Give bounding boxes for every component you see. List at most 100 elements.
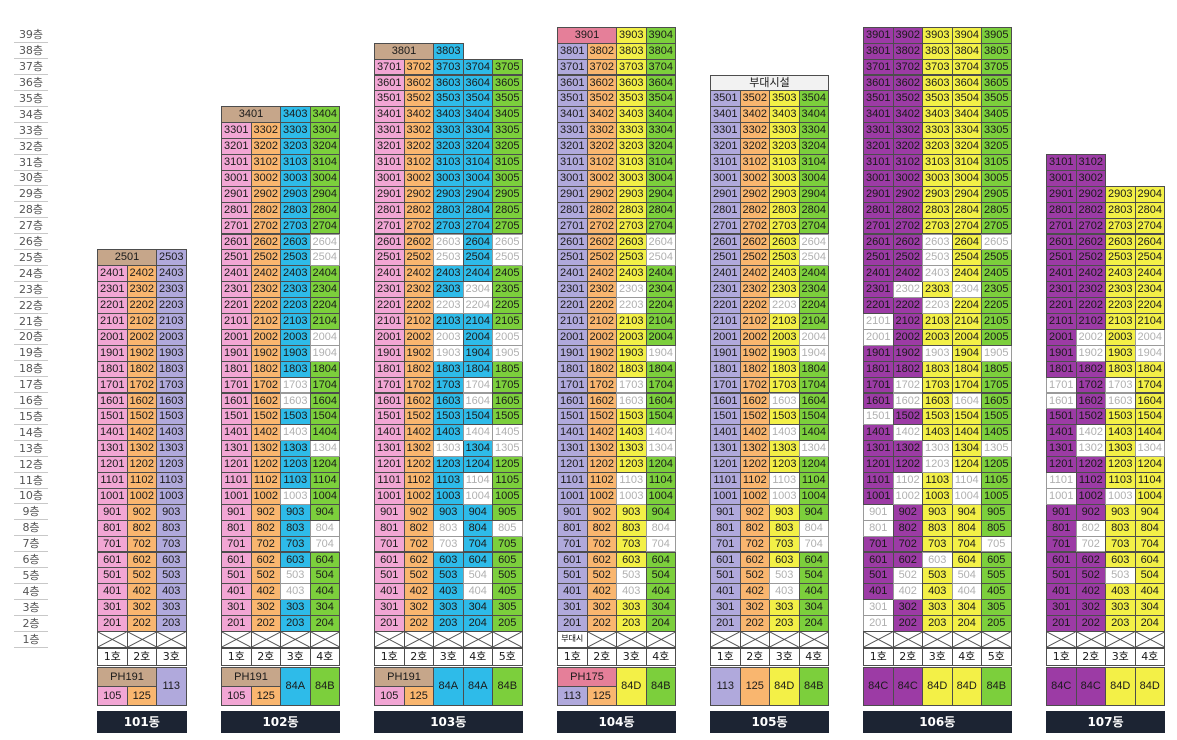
unit-cell[interactable]: 3104	[951, 154, 982, 171]
unit-cell[interactable]: 2104	[798, 313, 829, 330]
unit-cell[interactable]: 2904	[462, 185, 493, 203]
unit-cell[interactable]: 3105	[981, 154, 1012, 171]
unit-cell-unavailable[interactable]: 2304	[951, 281, 982, 299]
unit-cell[interactable]: 1201	[710, 456, 741, 473]
unit-cell[interactable]: 905	[981, 503, 1012, 521]
unit-cell[interactable]: 1901	[1046, 344, 1077, 362]
unit-cell[interactable]: 3003	[769, 169, 800, 187]
unit-cell[interactable]: 2102	[892, 313, 923, 330]
unit-cell-unavailable[interactable]: 1402	[1075, 424, 1106, 442]
unit-cell[interactable]: 3201	[557, 138, 588, 155]
unit-cell-unavailable[interactable]: 804	[309, 519, 340, 537]
unit-cell[interactable]: 303	[433, 599, 464, 617]
unit-cell[interactable]: 2403	[433, 265, 464, 283]
unit-cell[interactable]: 2902	[250, 185, 281, 203]
unit-cell[interactable]: 3004	[462, 169, 493, 187]
unit-cell[interactable]: 2204	[645, 297, 676, 314]
unit-cell[interactable]: 2201	[863, 297, 894, 314]
unit-cell-unavailable[interactable]: 1904	[798, 344, 829, 362]
unit-cell[interactable]: 802	[892, 519, 923, 537]
unit-cell[interactable]: 1102	[403, 472, 434, 489]
unit-cell[interactable]: 3301	[221, 122, 252, 140]
unit-cell[interactable]: 2701	[710, 217, 741, 235]
unit-cell[interactable]: 303	[616, 599, 647, 617]
unit-cell[interactable]: 2801	[221, 201, 252, 219]
unit-cell[interactable]: 1001	[863, 487, 894, 505]
unit-cell[interactable]: 2305	[981, 281, 1012, 299]
unit-cell[interactable]: 2702	[586, 217, 617, 235]
unit-cell[interactable]: 2002	[126, 328, 157, 346]
unit-cell[interactable]: 2904	[1134, 185, 1165, 203]
unit-cell[interactable]: 2003	[280, 328, 311, 346]
unit-cell[interactable]: 3903	[616, 26, 647, 44]
unit-cell[interactable]: 2403	[1105, 265, 1136, 283]
unit-cell[interactable]: 602	[403, 551, 434, 569]
unit-cell-unavailable[interactable]: 1303	[433, 440, 464, 458]
unit-cell-unavailable[interactable]: 2204	[462, 297, 493, 314]
unit-cell[interactable]: 2703	[1105, 217, 1136, 235]
unit-cell[interactable]: 3302	[250, 122, 281, 140]
unit-cell[interactable]: 3201	[863, 138, 894, 155]
unit-cell[interactable]: 2202	[126, 297, 157, 314]
unit-cell[interactable]: 2002	[892, 328, 923, 346]
unit-cell[interactable]: 501	[863, 567, 894, 585]
unit-cell-unavailable[interactable]: 1103	[616, 472, 647, 489]
unit-cell[interactable]: 602	[739, 551, 770, 569]
unit-cell[interactable]: 2804	[645, 201, 676, 219]
penthouse-unit[interactable]: 3801	[374, 42, 434, 60]
unit-cell[interactable]: 2404	[951, 265, 982, 283]
unit-cell[interactable]: 3003	[280, 169, 311, 187]
unit-cell[interactable]: 2704	[1134, 217, 1165, 235]
unit-cell[interactable]: 205	[981, 615, 1012, 632]
unit-cell-unavailable[interactable]: 2603	[922, 233, 953, 251]
unit-cell[interactable]: 2702	[739, 217, 770, 235]
unit-cell[interactable]: 1401	[221, 424, 252, 442]
unit-cell[interactable]: 2102	[739, 313, 770, 330]
unit-cell[interactable]: 904	[309, 503, 340, 521]
unit-cell-unavailable[interactable]: 1902	[1075, 344, 1106, 362]
unit-cell[interactable]: 3802	[586, 42, 617, 60]
unit-cell[interactable]: 1804	[462, 360, 493, 378]
unit-cell[interactable]: 1505	[492, 408, 523, 426]
unit-cell-unavailable[interactable]: 1403	[769, 424, 800, 442]
unit-cell-unavailable[interactable]: 804	[798, 519, 829, 537]
unit-cell[interactable]: 302	[892, 599, 923, 617]
unit-cell[interactable]: 2404	[462, 265, 493, 283]
unit-cell[interactable]: 1803	[922, 360, 953, 378]
unit-cell-unavailable[interactable]: 1604	[462, 392, 493, 410]
unit-cell[interactable]: 1802	[739, 360, 770, 378]
unit-cell[interactable]: 701	[97, 535, 128, 553]
unit-cell[interactable]: 3004	[798, 169, 829, 187]
unit-cell[interactable]: 1602	[126, 392, 157, 410]
unit-cell[interactable]: 203	[280, 615, 311, 632]
unit-cell[interactable]: 3103	[922, 154, 953, 171]
unit-cell[interactable]: 2503	[156, 249, 187, 267]
unit-cell[interactable]: 1801	[1046, 360, 1077, 378]
unit-cell[interactable]: 3201	[221, 138, 252, 155]
unit-cell[interactable]: 3401	[863, 106, 894, 124]
unit-cell[interactable]: 2303	[769, 281, 800, 299]
unit-cell[interactable]: 1704	[645, 376, 676, 394]
unit-cell-unavailable[interactable]: 703	[433, 535, 464, 553]
unit-cell[interactable]: 1601	[374, 392, 405, 410]
unit-cell[interactable]: 3404	[798, 106, 829, 124]
unit-cell[interactable]: 2204	[309, 297, 340, 314]
unit-cell[interactable]: 2902	[1075, 185, 1106, 203]
unit-cell[interactable]: 903	[1105, 503, 1136, 521]
unit-cell[interactable]: 1902	[892, 344, 923, 362]
unit-cell-unavailable[interactable]: 2303	[616, 281, 647, 299]
unit-cell[interactable]: 2703	[616, 217, 647, 235]
unit-cell[interactable]: 2801	[1046, 201, 1077, 219]
unit-cell-unavailable[interactable]: 1002	[892, 487, 923, 505]
unit-cell[interactable]: 3402	[892, 106, 923, 124]
unit-cell[interactable]: 2301	[557, 281, 588, 299]
unit-cell[interactable]: 2101	[97, 313, 128, 330]
unit-cell[interactable]: 903	[922, 503, 953, 521]
unit-cell[interactable]: 1701	[97, 376, 128, 394]
unit-cell[interactable]: 2302	[403, 281, 434, 299]
unit-cell-unavailable[interactable]: 801	[863, 519, 894, 537]
unit-cell-unavailable[interactable]: 402	[892, 583, 923, 601]
unit-cell[interactable]: 3004	[951, 169, 982, 187]
unit-cell[interactable]: 802	[250, 519, 281, 537]
unit-cell[interactable]: 1703	[769, 376, 800, 394]
